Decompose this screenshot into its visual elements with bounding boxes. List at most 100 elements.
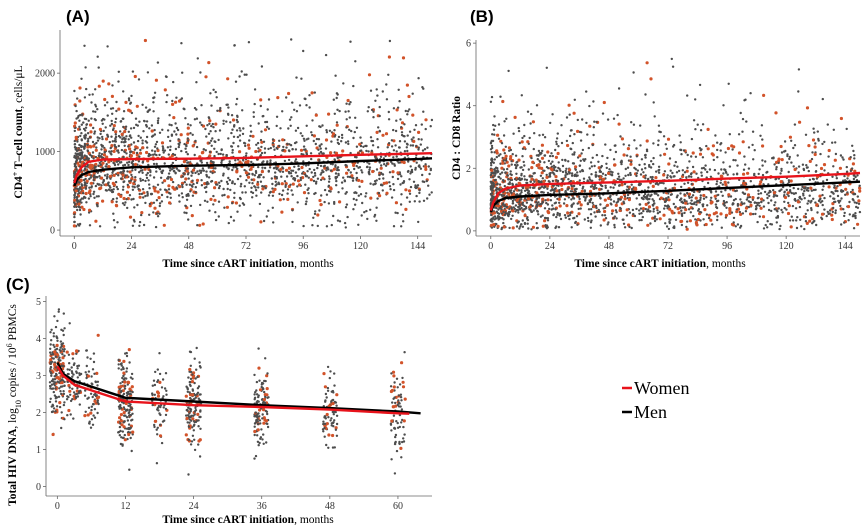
point-men [803, 168, 805, 170]
point-men [496, 187, 498, 189]
point-men [753, 173, 755, 175]
point-men [53, 346, 55, 348]
point-men [812, 128, 814, 130]
point-men [96, 195, 98, 197]
point-men [539, 187, 541, 189]
point-men [851, 145, 853, 147]
point-men [98, 66, 100, 68]
point-men [313, 140, 315, 142]
point-men [754, 213, 756, 215]
point-men [241, 109, 243, 111]
point-men [631, 227, 633, 229]
point-men [53, 407, 55, 409]
point-men [261, 65, 263, 67]
point-men [267, 148, 269, 150]
point-men [721, 227, 723, 229]
point-men [176, 127, 178, 129]
point-men [789, 156, 791, 158]
point-women [490, 169, 493, 172]
point-men [313, 180, 315, 182]
point-women [259, 98, 262, 101]
point-men [320, 147, 322, 149]
point-men [114, 140, 116, 142]
point-women [316, 213, 319, 216]
point-men [123, 170, 125, 172]
point-women [78, 86, 81, 89]
point-women [507, 193, 510, 196]
point-men [562, 171, 564, 173]
point-men [666, 148, 668, 150]
point-men [292, 170, 294, 172]
point-men [349, 41, 351, 43]
point-women [699, 153, 702, 156]
point-men [840, 223, 842, 225]
point-men [619, 207, 621, 209]
point-men [770, 210, 772, 212]
point-women [858, 187, 861, 190]
point-men [652, 142, 654, 144]
point-men [588, 176, 590, 178]
point-men [786, 161, 788, 163]
point-men [126, 170, 128, 172]
point-men [194, 107, 196, 109]
point-men [320, 179, 322, 181]
point-men [526, 179, 528, 181]
point-men [657, 144, 659, 146]
point-men [687, 182, 689, 184]
point-men [544, 154, 546, 156]
point-men [614, 226, 616, 228]
point-men [642, 198, 644, 200]
point-women [311, 91, 314, 94]
point-men [698, 208, 700, 210]
point-men [174, 122, 176, 124]
point-men [846, 191, 848, 193]
point-men [232, 166, 234, 168]
point-men [337, 191, 339, 193]
point-men [89, 224, 91, 226]
point-men [154, 146, 156, 148]
point-men [248, 41, 250, 43]
point-men [512, 200, 514, 202]
point-men [717, 194, 719, 196]
point-men [50, 339, 52, 341]
point-men [638, 219, 640, 221]
point-men [365, 210, 367, 212]
point-men [67, 373, 69, 375]
point-women [536, 164, 539, 167]
point-men [276, 125, 278, 127]
point-women [75, 136, 78, 139]
point-men [127, 184, 129, 186]
point-men [417, 77, 419, 79]
point-men [388, 181, 390, 183]
point-men [624, 226, 626, 228]
point-men [297, 168, 299, 170]
point-men [695, 204, 697, 206]
point-men [501, 195, 503, 197]
point-men [561, 159, 563, 161]
point-men [304, 98, 306, 100]
point-men [187, 153, 189, 155]
point-women [134, 163, 137, 166]
point-women [828, 149, 831, 152]
point-men [416, 162, 418, 164]
point-men [347, 110, 349, 112]
point-men [767, 202, 769, 204]
point-men [88, 94, 90, 96]
point-women [834, 159, 837, 162]
point-men [153, 163, 155, 165]
point-women [103, 98, 106, 101]
point-men [736, 173, 738, 175]
point-men [707, 182, 709, 184]
point-women [75, 349, 78, 352]
point-men [543, 170, 545, 172]
point-men [766, 226, 768, 228]
point-men [818, 139, 820, 141]
point-men [165, 189, 167, 191]
point-men [592, 144, 594, 146]
point-men [399, 183, 401, 185]
point-women [186, 170, 189, 173]
point-men [141, 104, 143, 106]
point-men [336, 109, 338, 111]
point-men [614, 145, 616, 147]
point-men [731, 148, 733, 150]
